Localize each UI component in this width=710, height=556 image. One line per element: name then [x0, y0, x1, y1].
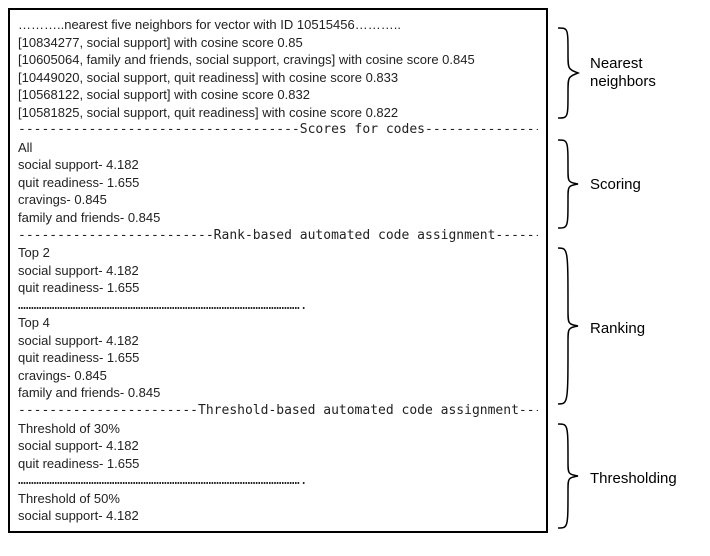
score-line: social support- 4.182 [18, 156, 538, 174]
label-neighbors-two-line: Nearestneighbors [590, 55, 656, 91]
scores-separator: ------------------------------------Scor… [18, 121, 538, 139]
threshold-between: ………………………………………………………………………………………………. [18, 472, 538, 490]
threshold50-title: Threshold of 50% [18, 490, 538, 508]
label-ranking: Ranking [590, 320, 645, 337]
score-line: cravings- 0.845 [18, 191, 538, 209]
neighbor-line: [10449020, social support, quit readines… [18, 69, 538, 87]
neighbor-line: [10581825, social support, quit readines… [18, 104, 538, 122]
brace-neighbors [558, 28, 578, 118]
rank-between: ………………………………………………………………………………………………. [18, 297, 538, 315]
label-scoring: Scoring [590, 176, 641, 193]
neighbor-line: [10605064, family and friends, social su… [18, 51, 538, 69]
rank-separator: -------------------------Rank-based auto… [18, 227, 538, 245]
threshold-separator: -----------------------Threshold-based a… [18, 402, 538, 420]
threshold30-title: Threshold of 30% [18, 420, 538, 438]
rank-line: quit readiness- 1.655 [18, 349, 538, 367]
threshold-line: quit readiness- 1.655 [18, 455, 538, 473]
top4-title: Top 4 [18, 314, 538, 332]
rank-line: cravings- 0.845 [18, 367, 538, 385]
score-line: quit readiness- 1.655 [18, 174, 538, 192]
output-box: ………..nearest five neighbors for vector w… [8, 8, 548, 533]
rank-line: social support- 4.182 [18, 262, 538, 280]
threshold-line: social support- 4.182 [18, 437, 538, 455]
neighbor-line: [10568122, social support] with cosine s… [18, 86, 538, 104]
scoring-title: All [18, 139, 538, 157]
rank-line: social support- 4.182 [18, 332, 538, 350]
score-line: family and friends- 0.845 [18, 209, 538, 227]
neighbor-line: [10834277, social support] with cosine s… [18, 34, 538, 52]
header-line: ………..nearest five neighbors for vector w… [18, 16, 538, 34]
threshold-line: social support- 4.182 [18, 507, 538, 525]
brace-scoring [558, 140, 578, 228]
rank-line: quit readiness- 1.655 [18, 279, 538, 297]
brace-ranking [558, 248, 578, 404]
rank-line: family and friends- 0.845 [18, 384, 538, 402]
brace-thresholding [558, 424, 578, 528]
top2-title: Top 2 [18, 244, 538, 262]
label-thresholding: Thresholding [590, 470, 677, 487]
